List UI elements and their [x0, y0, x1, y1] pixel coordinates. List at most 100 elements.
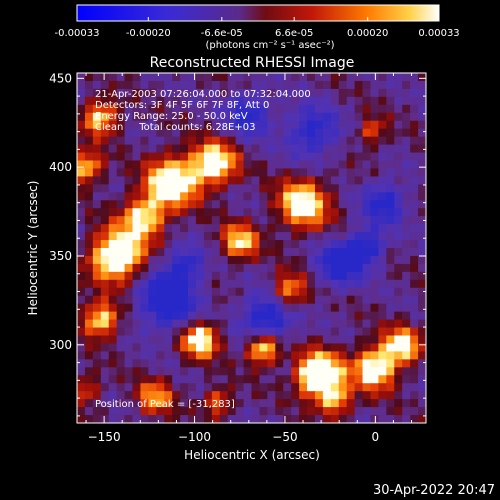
heatmap-cell [291, 96, 300, 106]
heatmap-cell [275, 80, 284, 90]
heatmap-cell [84, 375, 94, 384]
heatmap-cell [211, 303, 221, 313]
heatmap-cell [267, 88, 276, 98]
heatmap-cell [299, 184, 308, 193]
colorbar-tick-label: 6.6e-05 [275, 28, 313, 39]
heatmap-cell [203, 104, 213, 114]
heatmap-cell [132, 96, 142, 106]
heatmap-cell [211, 96, 221, 106]
heatmap-cell [92, 88, 102, 98]
heatmap-cell [346, 200, 356, 209]
heatmap-cell [394, 88, 403, 98]
heatmap-cell [132, 415, 142, 423]
heatmap-cell [84, 343, 94, 352]
heatmap-cell [148, 120, 157, 130]
heatmap-cell [418, 136, 426, 146]
heatmap-cell [156, 104, 165, 114]
heatmap-cell [156, 287, 165, 297]
heatmap-cell [188, 303, 197, 313]
heatmap-cell [92, 240, 102, 249]
heatmap-cell [92, 367, 102, 376]
heatmap-cell [108, 200, 118, 209]
info-line-counts: Clean Total counts: 6.28E+03 [95, 122, 255, 133]
heatmap-cell [211, 168, 221, 177]
heatmap-cell [394, 319, 403, 329]
heatmap-cell [251, 415, 261, 423]
heatmap-cell [140, 80, 149, 90]
heatmap-cell [346, 184, 356, 193]
heatmap-cell [314, 351, 324, 360]
heatmap-cell [92, 160, 102, 170]
heatmap-cell [227, 112, 237, 122]
heatmap-cell [84, 351, 94, 360]
heatmap-cell [251, 168, 261, 177]
heatmap-cell [156, 415, 165, 423]
heatmap-cell [299, 359, 308, 368]
heatmap-cell [346, 232, 356, 241]
heatmap-cell [386, 160, 395, 170]
heatmap-cell [307, 287, 316, 297]
heatmap-cell [330, 224, 340, 233]
heatmap-cell [180, 216, 189, 225]
heatmap-cell [386, 80, 395, 90]
heatmap-cell [211, 88, 221, 98]
heatmap-cell [227, 144, 237, 154]
heatmap-cell [267, 279, 276, 289]
heatmap-cell [346, 128, 356, 138]
heatmap-cell [108, 168, 118, 177]
heatmap-cell [386, 200, 395, 209]
heatmap-cell [275, 359, 284, 368]
heatmap-cell [394, 208, 403, 217]
heatmap-cell [283, 240, 292, 249]
heatmap-cell [243, 168, 253, 177]
heatmap-cell [386, 255, 395, 265]
heatmap-cell [116, 192, 126, 201]
heatmap-cell [291, 367, 300, 376]
heatmap-cell [140, 128, 149, 138]
heatmap-cell [314, 216, 324, 225]
heatmap-cell [124, 391, 134, 400]
heatmap-cell [92, 192, 102, 201]
heatmap-cell [172, 96, 181, 106]
heatmap-cell [108, 136, 118, 146]
heatmap-cell [354, 112, 364, 122]
heatmap-cell [100, 136, 110, 146]
heatmap-cell [299, 224, 308, 233]
heatmap-cell [299, 80, 308, 90]
heatmap-cell [243, 383, 253, 392]
heatmap-cell [402, 343, 411, 352]
heatmap-cell [77, 144, 86, 154]
heatmap-cell [77, 303, 86, 313]
heatmap-cell [394, 176, 403, 185]
heatmap-cell [354, 303, 364, 313]
heatmap-cell [307, 279, 316, 289]
heatmap-cell [330, 287, 340, 297]
heatmap-cell [235, 232, 245, 241]
heatmap-cell [100, 255, 110, 265]
heatmap-cell [148, 319, 157, 329]
heatmap-cell [291, 295, 300, 305]
heatmap-cell [172, 295, 181, 305]
heatmap-cell [267, 399, 276, 408]
heatmap-cell [370, 176, 380, 185]
heatmap-cell [172, 240, 181, 249]
heatmap-cell [410, 128, 419, 138]
heatmap-cell [394, 192, 403, 201]
heatmap-cell [314, 248, 324, 257]
heatmap-cell [275, 375, 284, 384]
heatmap-cell [132, 279, 142, 289]
heatmap-cell [410, 80, 419, 90]
heatmap-cell [275, 255, 284, 265]
heatmap-cell [100, 343, 110, 352]
heatmap-cell [378, 359, 387, 368]
heatmap-cell [203, 343, 213, 352]
heatmap-cell [219, 216, 229, 225]
heatmap-cell [195, 407, 205, 416]
heatmap-cell [394, 160, 403, 170]
heatmap-cell [116, 200, 126, 209]
heatmap-cell [299, 144, 308, 154]
heatmap-cell [116, 287, 126, 297]
colorbar-tick-label: -6.6e-05 [201, 28, 243, 39]
heatmap-cell [211, 240, 221, 249]
heatmap-cell [156, 343, 165, 352]
